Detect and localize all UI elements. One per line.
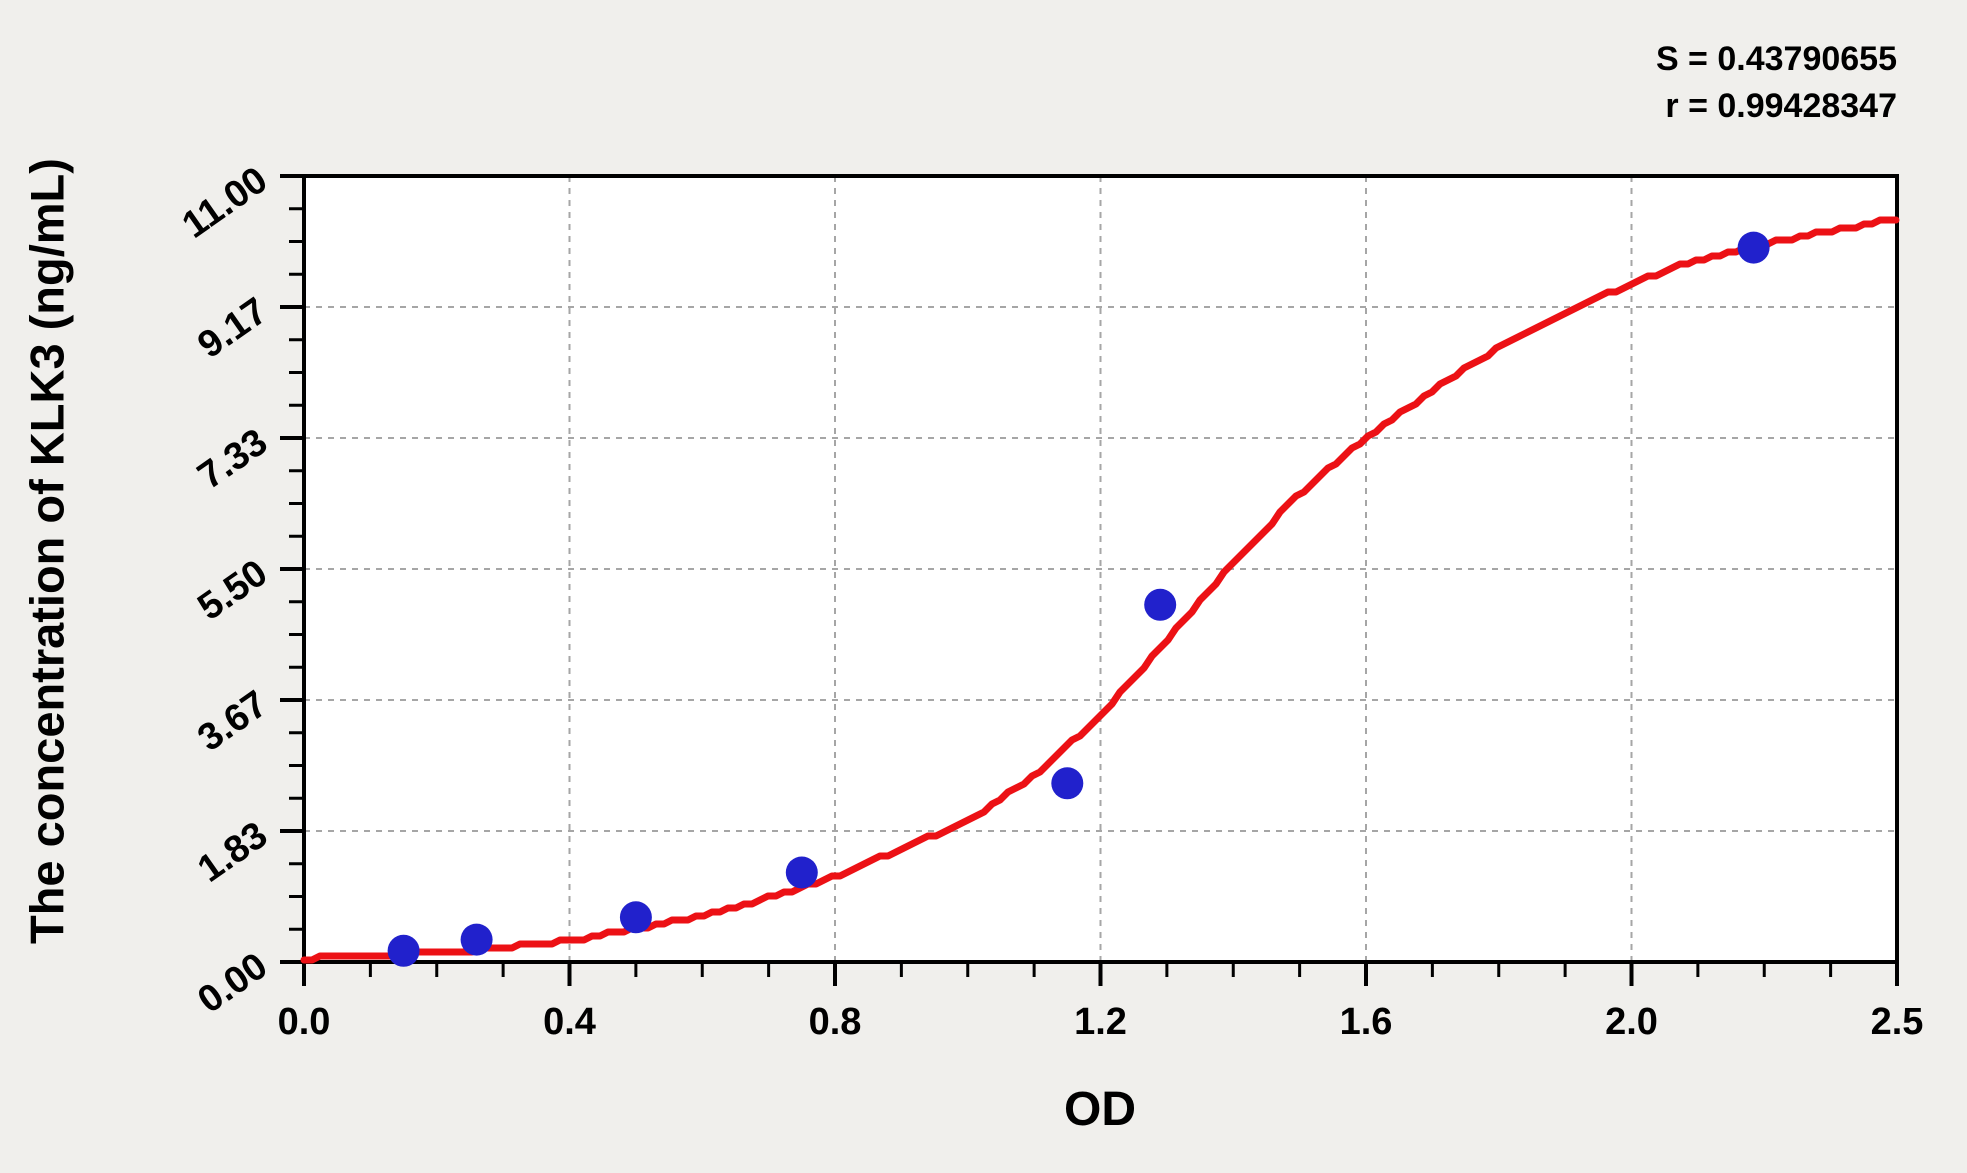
data-points [387,231,1770,967]
y-tick-label: 11.00 [175,159,275,247]
y-tick-label: 3.67 [190,683,275,760]
axis-ticks [280,174,1899,986]
y-tick-label: 7.33 [190,421,275,498]
y-tick-label: 0.00 [190,945,275,1022]
stat-r-value: r = 0.99428347 [1665,87,1897,125]
data-point [1051,767,1084,800]
y-tick-label: 5.50 [190,552,275,629]
x-tick-label: 1.6 [1340,1001,1393,1043]
x-tick-label: 0.0 [278,1001,331,1043]
data-point [619,901,652,934]
y-tick-label: 1.83 [190,814,275,891]
gridlines [304,176,1897,962]
x-axis-title: OD [1064,1083,1136,1136]
plot-border [302,174,1899,964]
x-tick-label: 0.4 [543,1001,596,1043]
data-point [460,923,493,956]
y-tick-label: 9.17 [190,290,275,367]
data-point [1737,231,1770,264]
y-axis-title: The concentration of KLK3 (ng/mL) [20,158,74,944]
x-tick-label: 2.0 [1605,1001,1658,1043]
fit-curve [300,216,1900,964]
data-point [785,856,818,889]
x-tick-label: 1.2 [1074,1001,1127,1043]
data-point [387,934,420,967]
x-tick-label: 2.5 [1871,1001,1924,1043]
data-point [1144,588,1177,621]
stat-s-value: S = 0.43790655 [1655,40,1897,78]
fit-statistics: S = 0.43790655 r = 0.99428347 [1656,36,1897,130]
x-tick-label: 0.8 [809,1001,862,1043]
